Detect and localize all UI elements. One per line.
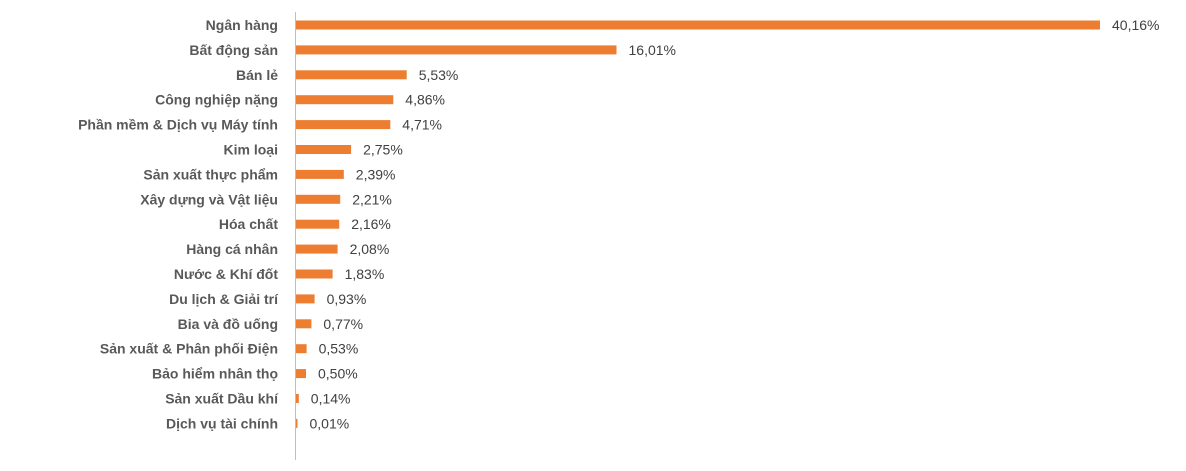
data-label: 2,16% [351,216,391,232]
bar [296,294,315,304]
data-label: 0,93% [327,291,367,307]
data-label: 2,39% [356,166,396,182]
data-label: 0,77% [323,316,363,332]
data-label: 2,75% [363,142,403,158]
category-label: Phần mềm & Dịch vụ Máy tính [78,117,278,133]
category-label: Dịch vụ tài chính [166,415,278,431]
category-label: Sản xuất & Phân phối Điện [100,341,278,357]
bar [296,20,1100,30]
data-label: 40,16% [1112,17,1159,33]
category-label: Xây dựng và Vật liệu [140,191,278,207]
data-label: 1,83% [345,266,385,282]
bar [296,145,352,154]
category-label: Du lịch & Giải trí [169,291,279,307]
bar [296,269,333,279]
bar [296,369,306,379]
category-label: Hàng cá nhân [186,241,278,257]
category-labels-group: Ngân hàng Bất động sản Bán lẻ Công nghiệp n… [78,17,279,431]
category-label: Nước & Khí đốt [174,266,278,282]
category-label: Bảo hiểm nhân thọ [152,366,278,382]
bar [296,244,338,254]
data-label: 4,86% [405,92,445,108]
category-label: Ngân hàng [206,17,278,33]
bar [296,120,391,130]
data-label: 16,01% [629,42,676,58]
category-label: Bán lẻ [236,67,278,83]
bar [296,95,394,105]
data-label: 0,53% [319,341,359,357]
data-label: 4,71% [402,117,442,133]
category-label: Bia và đồ uống [178,316,278,332]
value-labels-group: 40,16% 16,01% 5,53% 4,86% 4,71% 2,75% 2,39% 2,2… [310,17,1160,431]
category-label: Sản xuất Dầu khí [165,391,279,407]
bar [296,45,617,55]
bar [296,70,407,80]
bar [296,319,312,329]
bar [296,169,344,179]
bar [296,194,341,204]
category-label: Kim loại [224,142,278,158]
category-label: Bất động sản [189,42,278,58]
category-label: Công nghiệp nặng [155,92,278,108]
category-label: Hóa chất [219,216,278,232]
bar [296,418,298,428]
data-label: 0,01% [310,415,350,431]
bar [296,219,340,229]
category-label: Sản xuất thực phẩm [143,166,278,182]
data-label: 2,21% [352,191,392,207]
bars-group [296,20,1100,428]
data-label: 0,14% [311,391,351,407]
bar [296,394,299,403]
data-label: 2,08% [350,241,390,257]
data-label: 5,53% [419,67,459,83]
bar [296,344,307,354]
data-label: 0,50% [318,366,358,382]
